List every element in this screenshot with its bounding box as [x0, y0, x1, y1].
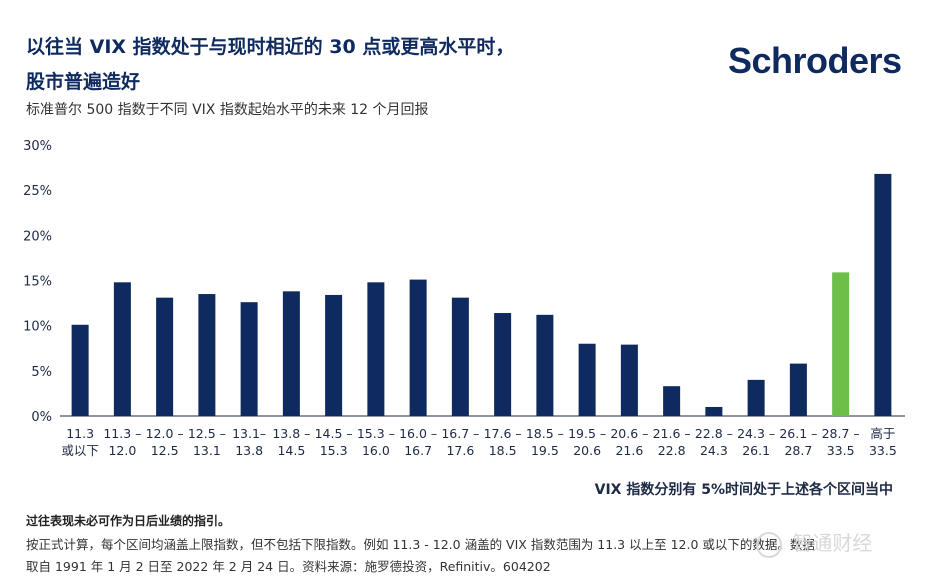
bar	[536, 314, 554, 416]
x-tick-label: 12.0 –	[146, 426, 184, 441]
x-tick-label: 16.0	[362, 443, 390, 458]
x-tick-label: 21.6 –	[653, 426, 691, 441]
x-tick-label: 11.3 –	[103, 426, 141, 441]
x-tick-label: 26.1	[742, 443, 770, 458]
x-tick-label: 12.0	[108, 443, 136, 458]
bar	[71, 324, 89, 416]
bar	[451, 297, 469, 416]
x-tick-label: 12.5	[151, 443, 179, 458]
x-tick-label: 16.0 –	[399, 426, 437, 441]
y-tick-label: 30%	[23, 139, 52, 154]
bar	[832, 272, 850, 416]
x-tick-label: 28.7 –	[822, 426, 860, 441]
bar	[198, 294, 216, 416]
bar	[409, 279, 427, 416]
x-tick-label: 或以下	[61, 443, 99, 458]
x-tick-label: 13.8 –	[272, 426, 310, 441]
bar	[240, 302, 258, 416]
x-tick-label: 26.1 –	[779, 426, 817, 441]
chart-subtitle: 标准普尔 500 指数于不同 VIX 指数起始水平的未来 12 个月回报	[26, 102, 429, 118]
x-tick-label: 17.6	[446, 443, 474, 458]
y-tick-label: 25%	[23, 184, 52, 199]
bar	[747, 379, 765, 416]
watermark-text: 智通财经	[792, 531, 873, 555]
x-tick-label: 28.7	[784, 443, 812, 458]
bar	[325, 294, 343, 416]
x-tick-label: 20.6	[573, 443, 601, 458]
footnote-line-1: 按正式计算，每个区间均涵盖上限指数，但不包括下限指数。例如 11.3 - 12.…	[26, 537, 815, 552]
chart-title-line-2: 股市普遍造好	[26, 71, 141, 93]
x-tick-label: 13.8	[235, 443, 263, 458]
x-tick-label: 33.5	[869, 443, 897, 458]
x-tick-label: 33.5	[827, 443, 855, 458]
x-tick-label: 11.3	[66, 426, 94, 441]
chart-title: 以往当 VIX 指数处于与现时相近的 30 点或更高水平时， 股市普遍造好	[26, 30, 626, 100]
chart-title-line-1: 以往当 VIX 指数处于与现时相近的 30 点或更高水平时，	[26, 36, 515, 58]
bar	[113, 282, 131, 416]
x-tick-label: 高于	[870, 426, 895, 441]
x-tick-label: 16.7	[404, 443, 432, 458]
bar	[578, 343, 596, 416]
bar	[282, 291, 300, 416]
x-tick-label: 13.1	[193, 443, 221, 458]
x-tick-label: 18.5	[489, 443, 517, 458]
x-tick-label: 20.6 –	[610, 426, 648, 441]
x-tick-label: 14.5	[277, 443, 305, 458]
x-tick-label: 22.8	[658, 443, 686, 458]
watermark: 智通财经	[756, 527, 872, 558]
x-tick-label: 13.1–	[232, 426, 266, 441]
x-tick-label: 19.5	[531, 443, 559, 458]
bar	[789, 363, 807, 416]
x-tick-label: 24.3 –	[737, 426, 775, 441]
x-tick-label: 14.5 –	[315, 426, 353, 441]
y-tick-label: 15%	[23, 275, 52, 290]
y-tick-label: 20%	[23, 229, 52, 244]
x-tick-label: 21.6	[615, 443, 643, 458]
bar	[367, 282, 385, 416]
schroders-logo: Schroders	[728, 40, 902, 81]
x-tick-label: 17.6 –	[484, 426, 522, 441]
x-tick-label: 24.3	[700, 443, 728, 458]
bar	[620, 344, 638, 416]
bar	[874, 173, 892, 416]
x-tick-label: 15.3	[320, 443, 348, 458]
y-tick-label: 5%	[31, 365, 52, 380]
footnote-line-2: 取自 1991 年 1 月 2 日至 2022 年 2 月 24 日。资料来源：…	[26, 559, 551, 574]
bar-chart: 0% 5% 10% 15% 20% 25% 30% 11.3 或以下 11.3 – 12.0 12.0…	[23, 139, 905, 458]
x-tick-label: 15.3 –	[357, 426, 395, 441]
x-tick-label: 12.5 –	[188, 426, 226, 441]
x-tick-label: 22.8 –	[695, 426, 733, 441]
y-tick-label: 10%	[23, 320, 52, 335]
bar	[156, 297, 174, 416]
y-tick-label: 0%	[31, 410, 52, 425]
bar	[663, 386, 681, 416]
x-tick-label: 19.5 –	[568, 426, 606, 441]
x-tick-label: 16.7 –	[441, 426, 479, 441]
footnote: 按正式计算，每个区间均涵盖上限指数，但不包括下限指数。例如 11.3 - 12.…	[26, 534, 906, 578]
bar	[494, 313, 512, 416]
disclaimer: 过往表现未必可作为日后业绩的指引。	[26, 514, 231, 528]
vix-note: VIX 指数分别有 5%时间处于上述各个区间当中	[594, 482, 893, 498]
bar	[705, 406, 723, 416]
x-tick-label: 18.5 –	[526, 426, 564, 441]
watermark-logo-icon	[756, 531, 782, 558]
